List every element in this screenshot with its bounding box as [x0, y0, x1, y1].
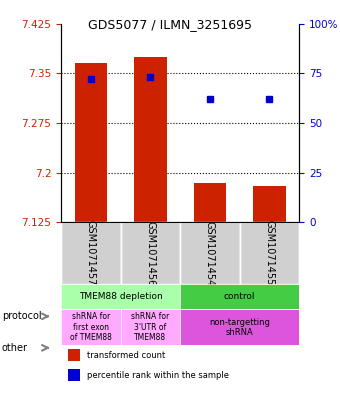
Text: shRNA for
first exon
of TMEM88: shRNA for first exon of TMEM88 [70, 312, 112, 342]
FancyBboxPatch shape [180, 222, 240, 284]
Bar [68, 349, 80, 361]
Text: TMEM88 depletion: TMEM88 depletion [79, 292, 163, 301]
Bar [61, 284, 180, 309]
Bar [74, 63, 107, 222]
Bar [121, 309, 180, 345]
Text: transformed count: transformed count [87, 351, 166, 360]
FancyBboxPatch shape [121, 222, 180, 284]
Text: GSM1071454: GSM1071454 [205, 220, 215, 286]
Bar [68, 369, 80, 381]
Bar [180, 309, 299, 345]
Bar [180, 284, 299, 309]
FancyBboxPatch shape [61, 222, 121, 284]
Text: GDS5077 / ILMN_3251695: GDS5077 / ILMN_3251695 [88, 18, 252, 31]
Bar [253, 186, 286, 222]
Text: GSM1071457: GSM1071457 [86, 220, 96, 286]
Bar [134, 57, 167, 222]
Bar [193, 183, 226, 222]
Text: non-targetting
shRNA: non-targetting shRNA [209, 318, 270, 337]
Text: other: other [2, 343, 28, 353]
Text: control: control [224, 292, 255, 301]
FancyBboxPatch shape [240, 222, 299, 284]
Text: GSM1071455: GSM1071455 [265, 220, 274, 286]
Bar [61, 309, 121, 345]
Text: percentile rank within the sample: percentile rank within the sample [87, 371, 230, 380]
Text: shRNA for
3'UTR of
TMEM88: shRNA for 3'UTR of TMEM88 [131, 312, 170, 342]
Text: GSM1071456: GSM1071456 [146, 220, 155, 286]
Text: protocol: protocol [2, 311, 41, 321]
